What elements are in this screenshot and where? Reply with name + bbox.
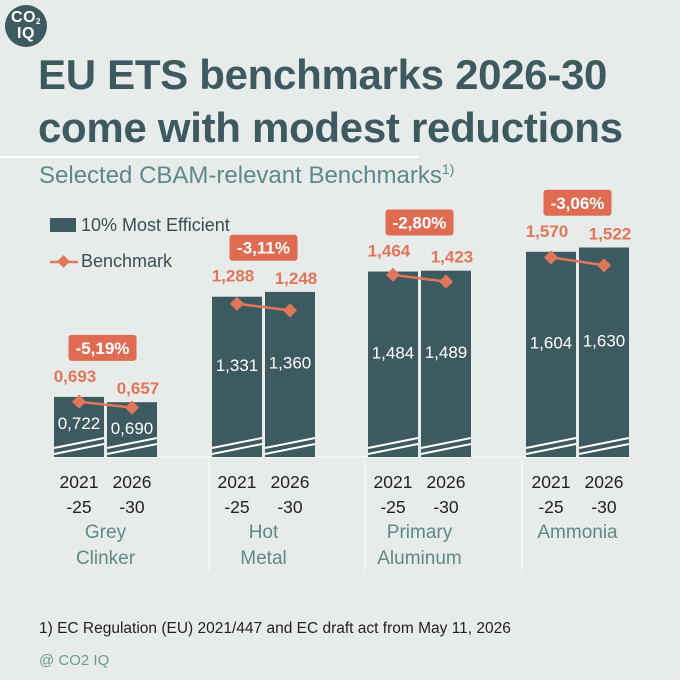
bar-g3-p0 <box>526 251 576 457</box>
benchmark-value-label: 1,248 <box>275 269 318 288</box>
benchmark-line-g1 <box>236 302 291 312</box>
benchmark-value-label: 1,464 <box>368 242 411 261</box>
change-badge-label: -5,19% <box>76 339 130 358</box>
change-badge-g1 <box>229 234 298 261</box>
break-stripe-upper <box>578 437 630 449</box>
break-stripe-lower <box>106 443 158 455</box>
period-tick-label: 2021 <box>374 472 413 492</box>
bar-g2-p0 <box>368 271 418 457</box>
benchmark-point-g0-p1 <box>124 400 140 415</box>
benchmark-line-g0 <box>78 400 133 409</box>
benchmark-line-g3 <box>550 256 605 267</box>
bar-value-label: 0,690 <box>111 419 154 438</box>
category-label: Aluminum <box>377 548 461 569</box>
change-badge-label: -2,80% <box>393 214 447 233</box>
benchmark-point-g1-p0 <box>229 296 245 311</box>
title-divider <box>0 156 418 158</box>
break-stripe-lower <box>264 443 316 455</box>
break-stripe-lower <box>420 443 472 455</box>
benchmark-point-g1-p1 <box>282 303 298 318</box>
benchmark-point-g2-p1 <box>438 274 454 289</box>
period-tick-label: 2026 <box>585 472 624 492</box>
legend-swatch-bars <box>50 218 76 232</box>
footnote: 1) EC Regulation (EU) 2021/447 and EC dr… <box>39 620 511 637</box>
chart-subtitle: Selected CBAM-relevant Benchmarks1) <box>39 161 455 189</box>
benchmark-value-label: 1,522 <box>589 225 632 244</box>
change-badge-label: -3,06% <box>551 194 605 213</box>
period-tick-label: 2026 <box>271 472 310 492</box>
legend-marker-benchmark <box>57 255 70 268</box>
bar-value-label: 1,331 <box>216 356 259 375</box>
period-tick-label: -25 <box>538 497 563 517</box>
bar-value-label: 1,360 <box>269 353 312 372</box>
break-stripe-upper <box>211 437 263 449</box>
period-tick-label: -30 <box>277 497 303 517</box>
change-badge-label: -3,11% <box>237 239 290 258</box>
category-label: Primary <box>387 522 453 543</box>
bar-g1-p0 <box>212 296 262 457</box>
benchmark-value-label: 0,693 <box>54 367 97 386</box>
period-tick-label: 2021 <box>532 472 571 492</box>
bar-value-label: 1,484 <box>372 343 415 362</box>
change-badge-g3 <box>543 189 612 216</box>
break-stripe-upper <box>367 437 419 449</box>
break-stripe-upper <box>420 437 472 449</box>
period-tick-label: -30 <box>119 497 145 517</box>
break-stripe-lower <box>578 443 630 455</box>
benchmark-value-label: 0,657 <box>117 379 160 398</box>
bar-g1-p1 <box>265 291 315 457</box>
break-stripe-upper <box>264 437 316 449</box>
period-tick-label: -25 <box>380 497 405 517</box>
category-label: Metal <box>240 548 286 569</box>
period-tick-label: 2026 <box>113 472 152 492</box>
period-tick-label: -25 <box>224 497 249 517</box>
category-label: Grey <box>85 522 127 543</box>
change-badge-g2 <box>385 209 454 236</box>
category-label: Ammonia <box>537 522 618 543</box>
change-badge-g0 <box>68 334 137 361</box>
logo-line1: CO2 <box>11 9 41 26</box>
benchmark-point-g3-p1 <box>596 258 612 273</box>
bar-g3-p1 <box>579 247 629 457</box>
break-stripe-upper <box>53 437 105 449</box>
benchmark-value-label: 1,423 <box>431 248 474 267</box>
category-label: Hot <box>249 522 279 543</box>
break-stripe-lower <box>525 443 577 455</box>
bar-value-label: 0,722 <box>58 414 101 433</box>
subtitle-footnote-marker: 1) <box>441 161 455 177</box>
category-label: Clinker <box>76 548 136 569</box>
bar-value-label: 1,604 <box>530 333 573 352</box>
bar-g2-p1 <box>421 270 471 457</box>
legend-label-benchmark: Benchmark <box>81 251 173 271</box>
co2iq-logo: CO2 IQ <box>5 5 47 47</box>
period-tick-label: -25 <box>66 497 91 517</box>
bar-value-label: 1,630 <box>583 331 626 350</box>
logo-line2: IQ <box>17 25 35 42</box>
source-credit: @ CO2 IQ <box>39 652 110 669</box>
period-tick-label: -30 <box>433 497 459 517</box>
period-tick-label: 2021 <box>60 472 99 492</box>
legend-label-bars: 10% Most Efficient <box>81 215 230 235</box>
period-tick-label: 2021 <box>218 472 257 492</box>
benchmark-point-g0-p0 <box>71 394 87 409</box>
page-title: EU ETS benchmarks 2026-30 come with mode… <box>38 51 623 151</box>
bar-value-label: 1,489 <box>425 343 468 362</box>
period-tick-label: -30 <box>591 497 617 517</box>
benchmark-point-g3-p0 <box>543 250 559 265</box>
benchmark-value-label: 1,288 <box>212 267 255 286</box>
benchmark-point-g2-p0 <box>385 267 401 282</box>
benchmark-line-g2 <box>392 273 447 283</box>
break-stripe-lower <box>367 443 419 455</box>
break-stripe-upper <box>525 437 577 449</box>
benchmark-value-label: 1,570 <box>526 222 569 241</box>
break-stripe-lower <box>211 443 263 455</box>
period-tick-label: 2026 <box>427 472 466 492</box>
break-stripe-lower <box>53 443 105 455</box>
break-stripe-upper <box>106 437 158 449</box>
